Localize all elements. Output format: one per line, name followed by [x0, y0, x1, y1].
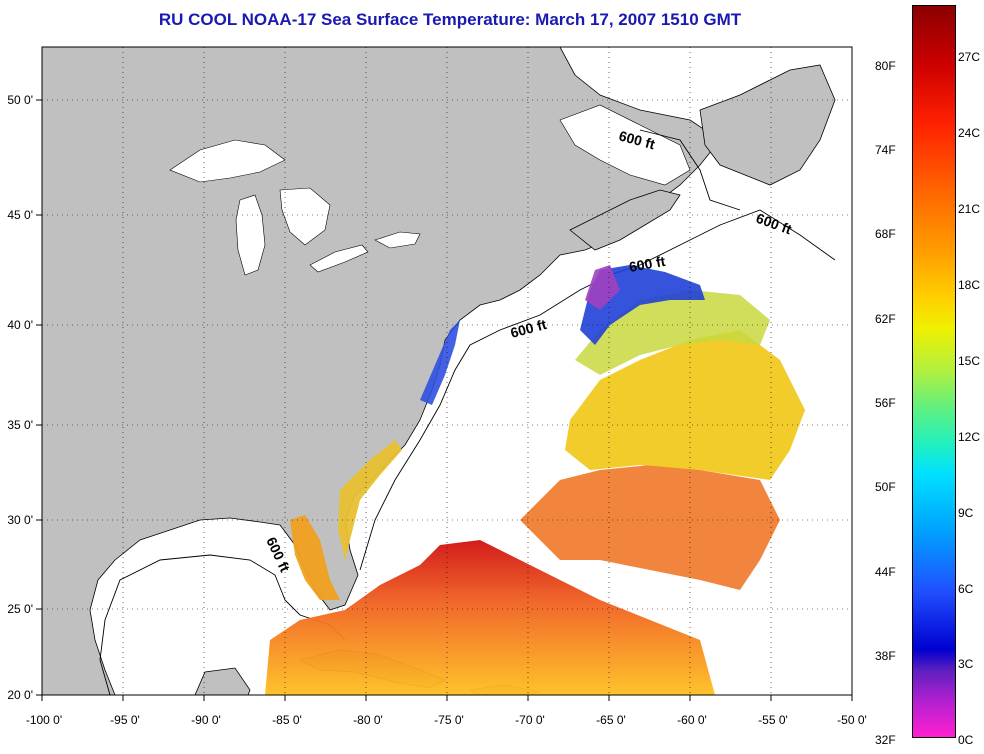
land-yucatan [194, 667, 251, 695]
lon-tick-label: -85 0' [272, 713, 302, 727]
sst-purple-shelf [585, 265, 620, 310]
lat-tick-label: 35 0' [7, 418, 33, 432]
lon-tick-label: -90 0' [191, 713, 221, 727]
sst-central [565, 330, 805, 480]
lon-tick-label: -100 0' [26, 713, 62, 727]
graticule [42, 47, 852, 695]
colorbar-c-label: 24C [958, 126, 981, 140]
lat-tick-label: 20 0' [7, 688, 33, 702]
contour-label: 600 ft [628, 253, 667, 275]
colorbar-c-label: 9C [958, 506, 974, 520]
sst-coastal-carolina [338, 440, 402, 560]
lon-tick-label: -75 0' [434, 713, 464, 727]
gulf-st-lawrence [559, 104, 691, 186]
lon-tick-label: -65 0' [596, 713, 626, 727]
lat-tick-label: 25 0' [7, 602, 33, 616]
lon-tick-label: -80 0' [353, 713, 383, 727]
colorbar-f-label: 80F [875, 59, 896, 73]
sst-map: -100 0' -95 0' -90 0' -85 0' -80 0' -75 … [7, 46, 867, 727]
colorbar-f-label: 68F [875, 227, 896, 241]
sst-gulf-stream-east [520, 465, 780, 590]
colorbar-f-label: 62F [875, 312, 896, 326]
land-newfoundland [699, 64, 836, 186]
land-maritimes [569, 189, 681, 251]
colorbar-c-label: 18C [958, 278, 981, 292]
lake-erie [309, 244, 369, 273]
bathymetry-contour [99, 129, 836, 695]
sst-coastal-midatlantic [420, 320, 460, 405]
colorbar-f-label: 38F [875, 649, 896, 663]
temperature-colorbar [912, 5, 956, 738]
colorbar-c-label: 3C [958, 657, 974, 671]
colorbar-f-label: 44F [875, 565, 896, 579]
lon-tick-label: -55 0' [758, 713, 788, 727]
colorbar-f-label: 50F [875, 480, 896, 494]
lake-ontario [374, 231, 421, 249]
map-title: RU COOL NOAA-17 Sea Surface Temperature:… [158, 10, 742, 29]
colorbar-c-label: 21C [958, 202, 981, 216]
lon-tick-label: -70 0' [515, 713, 545, 727]
lon-tick-label: -95 0' [110, 713, 140, 727]
colorbar-c-label: 12C [958, 430, 981, 444]
sst-coastal-florida [290, 515, 340, 600]
lon-tick-label: -50 0' [837, 713, 867, 727]
lat-tick-label: 45 0' [7, 208, 33, 222]
colorbar-c-label: 27C [958, 50, 981, 64]
colorbar-f-label: 32F [875, 733, 896, 747]
colorbar-c-label: 15C [958, 354, 981, 368]
sst-north-band [575, 290, 770, 375]
lat-tick-label: 50 0' [7, 93, 33, 107]
colorbar-c-label: 6C [958, 582, 974, 596]
lat-tick-label: 30 0' [7, 513, 33, 527]
lon-tick-label: -60 0' [677, 713, 707, 727]
sst-gulf-stream-south [265, 540, 715, 695]
lake-huron [279, 187, 331, 246]
tick-marks [36, 99, 853, 701]
lake-superior [169, 139, 286, 183]
colorbar-f-label: 56F [875, 396, 896, 410]
colorbar-c-label: 0C [958, 733, 974, 747]
lat-tick-label: 40 0' [7, 318, 33, 332]
colorbar-f-label: 74F [875, 143, 896, 157]
